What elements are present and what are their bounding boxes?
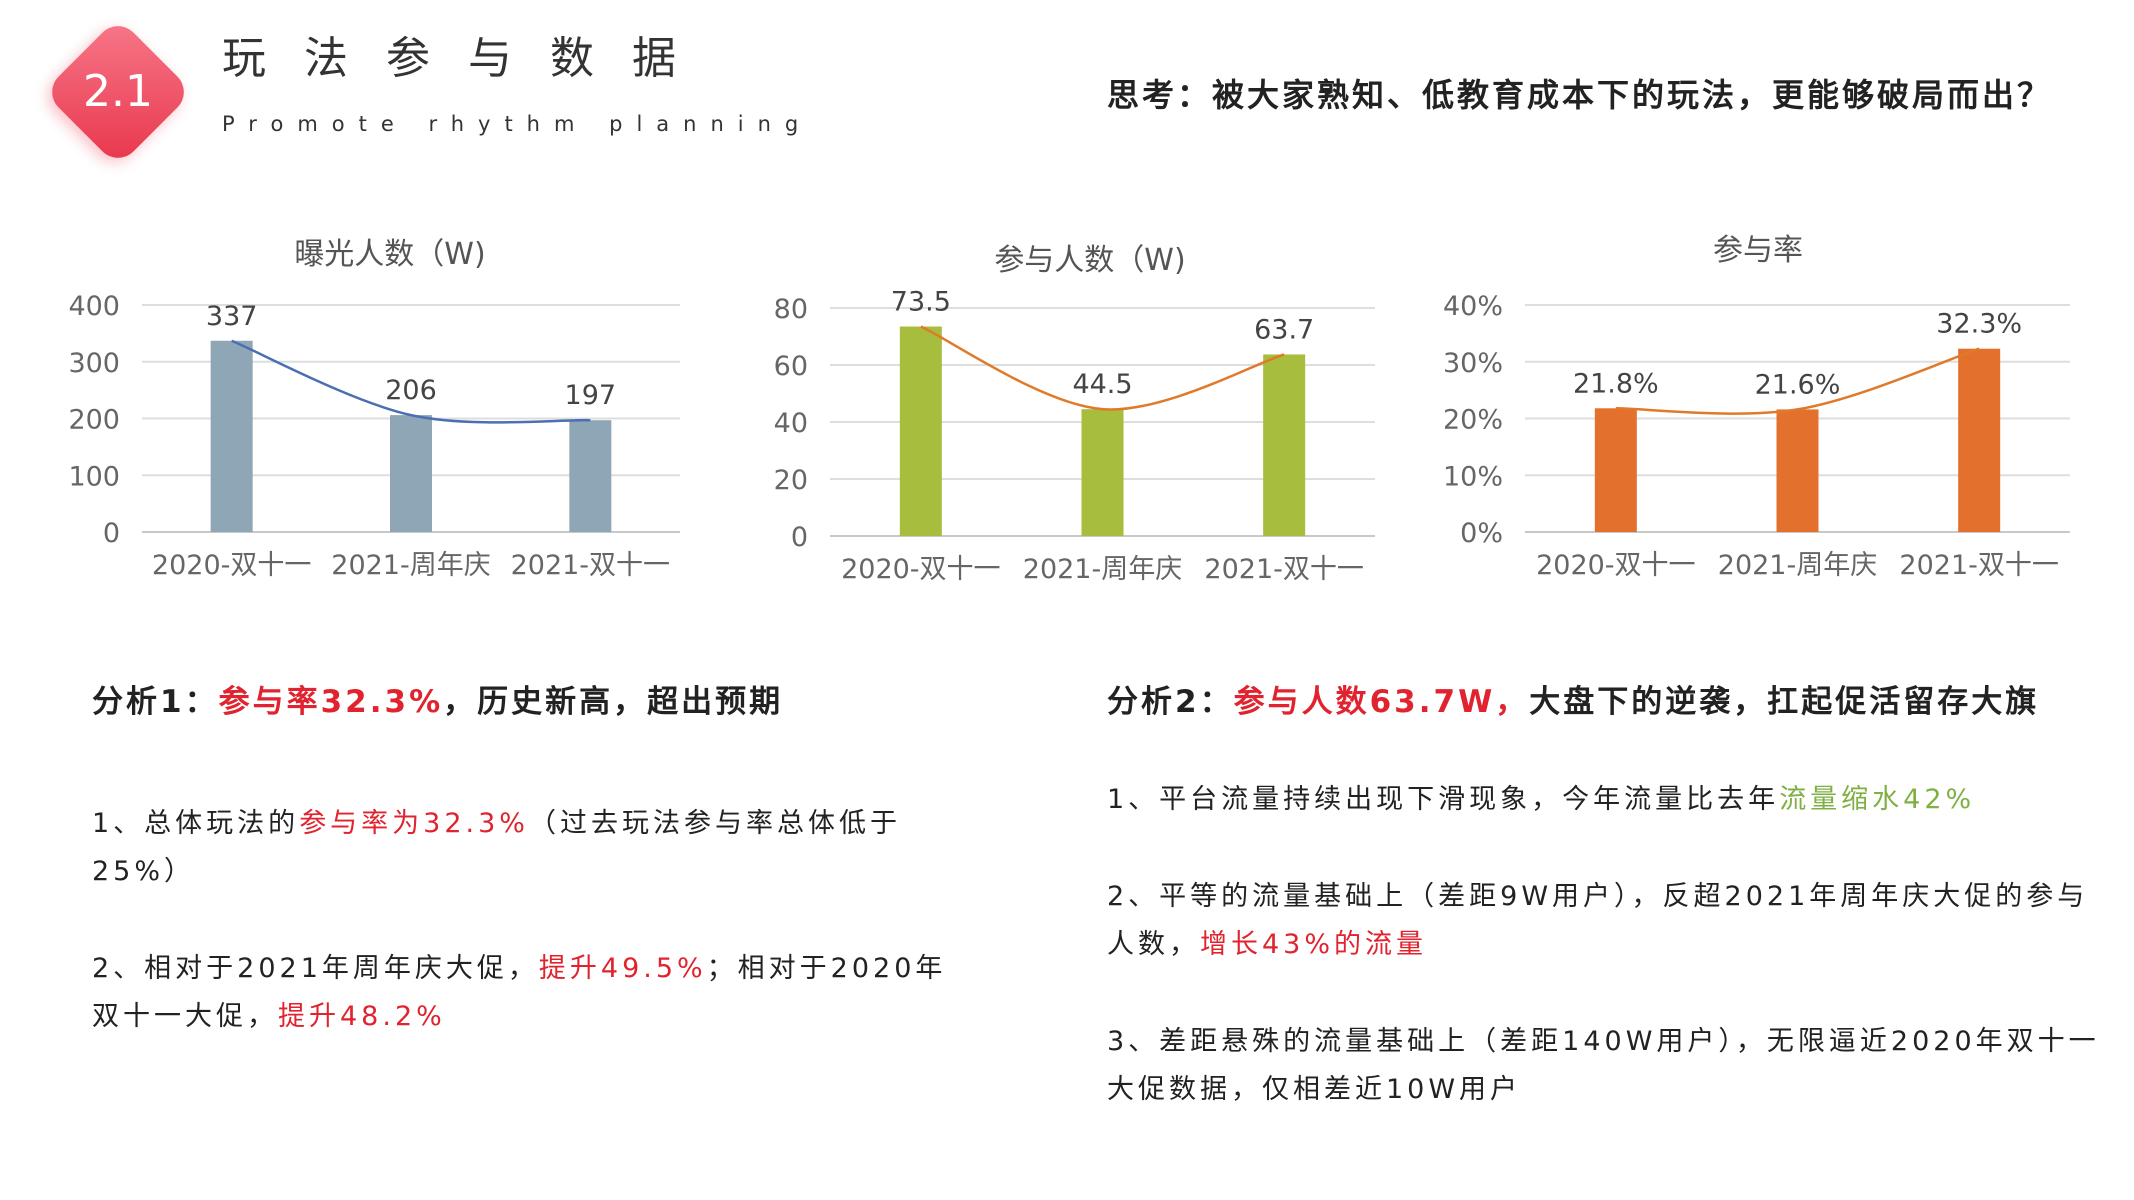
analysis1-p1-prefix: 1、总体玩法的 (92, 808, 300, 839)
y-tick-label: 40% (1443, 291, 1503, 322)
badge-number: 2.1 (83, 66, 153, 117)
analysis1-point2: 2、相对于2021年周年庆大促，提升49.5%；相对于2020年双十一大促，提升… (92, 945, 972, 1041)
analysis1-p1-suffix: （过去玩法参与率总体低于25%） (92, 808, 901, 887)
data-label: 63.7 (1254, 314, 1314, 345)
y-tick-label: 20% (1443, 405, 1503, 436)
x-tick-label: 2020-双十一 (152, 550, 311, 581)
participants-chart: 参与人数（W) 0 20 40 60 80 73.5 2020-双十一 44.5 2021-周年庆… (774, 243, 1375, 585)
x-tick-label: 2020-双十一 (1536, 550, 1695, 581)
analysis2-point3: 3、差距悬殊的流量基础上（差距140W用户），无限逼近2020年双十一大促数据，… (1107, 1018, 2107, 1114)
analysis1-heading: 分析1：参与率32.3%，历史新高，超出预期 (92, 674, 1012, 730)
analysis2-p1-highlight: 流量缩水42% (1779, 784, 1976, 815)
analysis2-p3: 3、差距悬殊的流量基础上（差距140W用户），无限逼近2020年双十一大促数据，… (1107, 1026, 2100, 1105)
x-tick-label: 2021-周年庆 (331, 550, 490, 581)
bar (390, 415, 432, 532)
analysis1-point1: 1、总体玩法的参与率为32.3%（过去玩法参与率总体低于25%） (92, 800, 952, 896)
data-label: 73.5 (891, 287, 951, 318)
trend-line (231, 339, 591, 424)
analysis1-p2-highlight1: 提升49.5% (538, 953, 707, 984)
data-label: 32.3% (1936, 309, 2022, 340)
section-badge: 2.1 (38, 12, 198, 172)
bar (899, 326, 942, 536)
y-tick-label: 60 (774, 351, 808, 382)
bar (210, 340, 253, 532)
page-title: 玩法参与数据 (222, 33, 714, 84)
y-tick-label: 20 (774, 465, 808, 496)
x-tick-label: 2021-周年庆 (1023, 554, 1182, 585)
page-subtitle: Promote rhythm planning (222, 112, 813, 136)
x-tick-label: 2021-双十一 (511, 550, 670, 581)
y-tick-label: 200 (68, 405, 120, 436)
trend-line (1615, 347, 1980, 415)
analysis2-point2: 2、平等的流量基础上（差距9W用户），反超2021年周年庆大促的参与人数，增长4… (1107, 873, 2107, 969)
analysis1-p2-middle: ；相对于2020年双十一大促， (92, 953, 947, 1032)
x-tick-label: 2021-双十一 (1204, 554, 1363, 585)
y-tick-label: 0 (103, 518, 120, 549)
thinking-question: 思考：被大家熟知、低教育成本下的玩法，更能够破局而出？ (1107, 76, 2053, 114)
bar (1263, 354, 1306, 536)
analysis2-heading: 分析2：参与人数63.7W，大盘下的逆袭，扛起促活留存大旗 (1107, 674, 2067, 730)
analysis1-heading-highlight: 参与率32.3% (218, 684, 444, 720)
chart-title: 曝光人数（W) (294, 237, 485, 272)
analysis2-heading-suffix: 大盘下的逆袭，扛起促活留存大旗 (1529, 684, 2040, 720)
y-tick-label: 0% (1460, 518, 1503, 549)
trend-line (920, 325, 1285, 411)
analysis2-heading-prefix: 分析2： (1107, 684, 1234, 720)
y-tick-label: 300 (68, 348, 120, 379)
y-tick-label: 400 (68, 291, 120, 322)
x-tick-label: 2021-双十一 (1899, 550, 2058, 581)
analysis1-heading-prefix: 分析1： (92, 684, 219, 720)
x-tick-label: 2020-双十一 (841, 554, 1000, 585)
analysis1-p2-prefix: 2、相对于2021年周年庆大促， (92, 953, 539, 984)
chart-title: 参与人数（W) (994, 243, 1185, 278)
y-tick-label: 100 (68, 461, 120, 492)
analysis2-point1: 1、平台流量持续出现下滑现象，今年流量比去年流量缩水42% (1107, 776, 2097, 824)
bar (569, 420, 612, 532)
data-label: 44.5 (1072, 369, 1132, 400)
data-label: 21.6% (1755, 369, 1841, 400)
analysis1-heading-suffix: ，历史新高，超出预期 (443, 684, 784, 720)
analysis2-p2-prefix: 2、平等的流量基础上（差距9W用户），反超2021年周年庆大促的参与人数， (1107, 881, 2089, 960)
y-tick-label: 30% (1443, 348, 1503, 379)
y-tick-label: 0 (791, 522, 808, 553)
analysis2-p1-prefix: 1、平台流量持续出现下滑现象，今年流量比去年 (1107, 784, 1780, 815)
bar (1594, 408, 1637, 532)
bar (1081, 409, 1124, 536)
analysis2-p2-highlight: 增长43%的流量 (1200, 929, 1428, 960)
exposure-chart: 曝光人数（W) 0 100 200 300 400 337 2020-双十一 206 2021-周… (68, 237, 680, 581)
data-label: 21.8% (1573, 368, 1659, 399)
participation-rate-chart: 参与率 0% 10% 20% 30% 40% 21.8% 2020-双十一 21.6% 2021-… (1443, 233, 2070, 581)
analysis1-p1-highlight: 参与率为32.3% (299, 808, 529, 839)
bar (1958, 348, 2001, 532)
data-label: 197 (565, 380, 617, 411)
analysis1-p2-highlight2: 提升48.2% (278, 1001, 446, 1032)
y-tick-label: 10% (1443, 461, 1503, 492)
data-label: 337 (206, 301, 258, 332)
analysis2-heading-highlight: 参与人数63.7W， (1233, 684, 1530, 720)
x-tick-label: 2021-周年庆 (1718, 550, 1877, 581)
bar (1776, 409, 1819, 532)
y-tick-label: 80 (774, 294, 808, 325)
chart-title: 参与率 (1713, 233, 1803, 268)
data-label: 206 (385, 375, 437, 406)
y-tick-label: 40 (774, 408, 808, 439)
